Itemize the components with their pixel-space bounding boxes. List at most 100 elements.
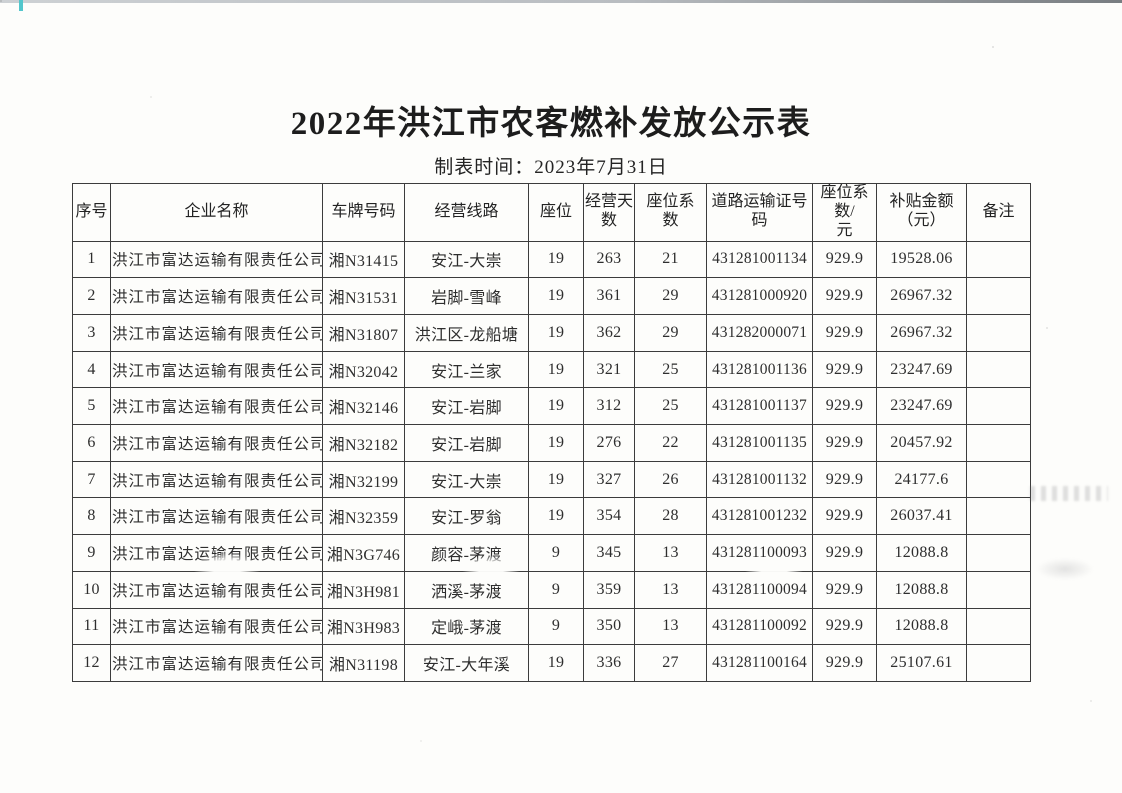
cell-serial: 4	[72, 350, 111, 389]
cell-days: 354	[583, 497, 635, 536]
cell-plate: 湘N31531	[322, 277, 405, 315]
cell-serial: 5	[72, 387, 111, 426]
cell-coefficient: 29	[634, 314, 707, 352]
cell-plate: 湘N31415	[322, 240, 405, 279]
cell-company: 洪江市富达运输有限责任公司	[110, 277, 323, 315]
cell-amount: 26967.32	[876, 314, 967, 352]
cell-route: 洒溪-茅渡	[404, 570, 529, 609]
cell-route: 安江-兰家	[404, 350, 529, 389]
cell-note	[966, 277, 1031, 315]
cell-plate: 湘N3H983	[322, 607, 405, 646]
cell-serial: 9	[72, 534, 111, 572]
cell-coefficient: 13	[634, 570, 707, 609]
cell-coefficient: 22	[634, 424, 707, 462]
cell-plate: 湘N3H981	[322, 570, 405, 609]
cell-days: 276	[583, 424, 635, 462]
cell-route: 颜容-茅渡	[404, 534, 529, 572]
cell-route: 安江-大崇	[404, 460, 529, 499]
cell-amount: 26967.32	[876, 277, 967, 315]
cell-days: 321	[583, 350, 635, 389]
scan-smudge-artifact	[1030, 486, 1108, 501]
table-row: 2 洪江市富达运输有限责任公司 湘N31531 岩脚-雪峰 19 361 29 4312810…	[72, 277, 1031, 315]
cell-days: 361	[583, 277, 635, 315]
cell-company: 洪江市富达运输有限责任公司	[110, 644, 323, 682]
cell-company: 洪江市富达运输有限责任公司	[110, 240, 323, 279]
cell-amount: 12088.8	[876, 607, 967, 646]
cell-amount: 23247.69	[876, 350, 967, 389]
cell-rate: 929.9	[812, 460, 877, 499]
table-row: 12 洪江市富达运输有限责任公司 湘N31198 安江-大年溪 19 336 27 43128…	[72, 644, 1031, 682]
cell-days: 327	[583, 460, 635, 499]
scan-speck-artifacts	[0, 0, 2, 2]
table-row: 11 洪江市富达运输有限责任公司 湘N3H983 定峨-茅渡 9 350 13 4312811…	[72, 607, 1031, 646]
table-row: 4 洪江市富达运输有限责任公司 湘N32042 安江-兰家 19 321 25 4312810…	[72, 350, 1031, 389]
cell-note	[966, 350, 1031, 389]
cell-company: 洪江市富达运输有限责任公司	[110, 350, 323, 389]
cell-certificate: 431281001137	[706, 387, 813, 426]
table-row: 1 洪江市富达运输有限责任公司 湘N31415 安江-大崇 19 263 21 4312810…	[72, 240, 1031, 279]
cell-plate: 湘N32182	[322, 424, 405, 462]
cell-coefficient: 21	[634, 240, 707, 279]
cell-coefficient: 13	[634, 534, 707, 572]
cell-certificate: 431281001135	[706, 424, 813, 462]
cell-days: 312	[583, 387, 635, 426]
cell-route: 安江-大年溪	[404, 644, 529, 682]
table-header-row: 序号 企业名称 车牌号码 经营线路 座位 经营天 数座位系 数道路运输证号 码座位系数/ …	[72, 183, 1031, 242]
cell-days: 362	[583, 314, 635, 352]
cell-company: 洪江市富达运输有限责任公司	[110, 570, 323, 609]
cell-coefficient: 28	[634, 497, 707, 536]
fuel-subsidy-table: 序号 企业名称 车牌号码 经营线路 座位 经营天 数座位系 数道路运输证号 码座位系数/ …	[72, 183, 1031, 682]
cell-seats: 19	[528, 387, 584, 426]
cell-amount: 12088.8	[876, 534, 967, 572]
cell-seats: 19	[528, 424, 584, 462]
cell-note	[966, 387, 1031, 426]
cell-coefficient: 26	[634, 460, 707, 499]
cell-serial: 6	[72, 424, 111, 462]
cell-amount: 26037.41	[876, 497, 967, 536]
cell-route: 安江-大崇	[404, 240, 529, 279]
cell-note	[966, 460, 1031, 499]
cell-route: 安江-岩脚	[404, 424, 529, 462]
cell-company: 洪江市富达运输有限责任公司	[110, 607, 323, 646]
cell-seats: 19	[528, 460, 584, 499]
cell-note	[966, 497, 1031, 536]
cell-route: 安江-罗翁	[404, 497, 529, 536]
cell-seats: 9	[528, 534, 584, 572]
cell-certificate: 431281100164	[706, 644, 813, 682]
cell-note	[966, 534, 1031, 572]
column-header: 经营天 数	[583, 183, 635, 242]
cell-amount: 20457.92	[876, 424, 967, 462]
cell-seats: 19	[528, 350, 584, 389]
column-header: 序号	[72, 183, 111, 242]
cell-seats: 19	[528, 497, 584, 536]
scan-smudge-artifact	[1036, 558, 1094, 580]
cell-company: 洪江市富达运输有限责任公司	[110, 424, 323, 462]
cell-certificate: 431281001136	[706, 350, 813, 389]
cell-route: 定峨-茅渡	[404, 607, 529, 646]
cell-plate: 湘N32199	[322, 460, 405, 499]
cell-company: 洪江市富达运输有限责任公司	[110, 314, 323, 352]
cell-note	[966, 424, 1031, 462]
table-row: 7 洪江市富达运输有限责任公司 湘N32199 安江-大崇 19 327 26 4312810…	[72, 460, 1031, 499]
cell-certificate: 431281000920	[706, 277, 813, 315]
cell-certificate: 431281001134	[706, 240, 813, 279]
cell-amount: 19528.06	[876, 240, 967, 279]
cell-certificate: 431282000071	[706, 314, 813, 352]
cell-certificate: 431281100093	[706, 534, 813, 572]
cell-note	[966, 240, 1031, 279]
cell-serial: 12	[72, 644, 111, 682]
cell-route: 安江-岩脚	[404, 387, 529, 426]
cell-company: 洪江市富达运输有限责任公司	[110, 534, 323, 572]
cell-certificate: 431281001132	[706, 460, 813, 499]
cell-days: 263	[583, 240, 635, 279]
cell-note	[966, 644, 1031, 682]
cell-rate: 929.9	[812, 607, 877, 646]
cell-rate: 929.9	[812, 644, 877, 682]
cell-rate: 929.9	[812, 424, 877, 462]
cell-seats: 19	[528, 277, 584, 315]
table-row: 9 洪江市富达运输有限责任公司 湘N3G746 颜容-茅渡 9 345 13 43128110…	[72, 534, 1031, 572]
cell-route: 洪江区-龙船塘	[404, 314, 529, 352]
cell-seats: 9	[528, 607, 584, 646]
cell-plate: 湘N32359	[322, 497, 405, 536]
table-row: 3 洪江市富达运输有限责任公司 湘N31807 洪江区-龙船塘 19 362 29 43128…	[72, 314, 1031, 352]
